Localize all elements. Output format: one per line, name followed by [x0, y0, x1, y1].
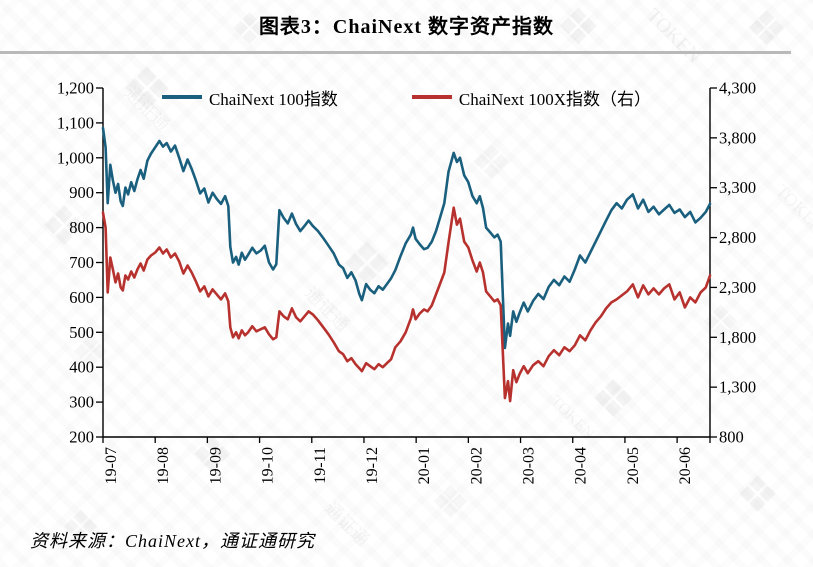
x-axis-tick-label: 19-08	[155, 447, 172, 484]
left-axis-tick-label: 1,100	[57, 113, 94, 132]
left-axis-tick-label: 800	[69, 218, 94, 237]
chainext-100x-line	[101, 206, 712, 403]
x-axis-tick-label: 20-03	[521, 447, 538, 484]
x-axis-tick-label: 19-09	[207, 447, 224, 484]
right-axis-tick-label: 3,800	[719, 128, 756, 147]
x-axis-tick-label: 19-11	[312, 447, 329, 484]
chainext-100-line	[101, 126, 712, 350]
x-axis-tick-label: 19-07	[103, 447, 120, 484]
left-axis-tick-label: 1,000	[57, 148, 94, 167]
right-axis-tick-label: 4,300	[719, 79, 756, 98]
legend-line-swatch-blue	[161, 95, 202, 99]
x-axis-tick-label: 20-02	[468, 447, 485, 484]
legend-line-swatch-red	[411, 95, 452, 99]
x-axis-tick-label: 20-05	[625, 447, 642, 484]
right-axis-tick-label: 800	[719, 428, 744, 447]
right-axis-tick-label: 1,300	[719, 378, 756, 397]
legend-entry-chainext-100x: ChaiNext 100X指数（右）	[411, 85, 652, 110]
left-axis-tick-label: 400	[69, 358, 94, 377]
right-axis-tick-label: 2,300	[719, 278, 756, 297]
left-axis-tick-label: 1,200	[57, 79, 94, 98]
left-axis-tick-label: 700	[69, 253, 94, 272]
x-axis-tick-label: 19-10	[260, 447, 277, 484]
left-axis-tick-label: 500	[69, 323, 94, 342]
line-chart-plot: 200 300 400 500 600 700 800 900 1,000 1,100 1,200 8…	[57, 79, 756, 485]
x-axis-tick-label: 20-06	[677, 447, 694, 484]
right-axis-tick-label: 2,800	[719, 228, 756, 247]
legend-label: ChaiNext 100X指数（右）	[458, 89, 652, 109]
page-title: 图表3：ChaiNext 数字资产指数	[258, 16, 555, 38]
left-axis-tick-label: 600	[69, 288, 94, 307]
source-note: 资料来源：ChaiNext，通证通研究	[30, 531, 315, 551]
x-axis-tick-label: 20-04	[573, 447, 590, 484]
left-axis-tick-label: 300	[69, 393, 94, 412]
left-axis-tick-label: 200	[69, 428, 94, 447]
chart-legend: ChaiNext 100指数 ChaiNext 100X指数（右）	[103, 85, 710, 110]
header-divider	[0, 51, 791, 54]
left-axis-tick-label: 900	[69, 183, 94, 202]
legend-label: ChaiNext 100指数	[208, 89, 338, 109]
legend-entry-chainext-100: ChaiNext 100指数	[161, 85, 338, 110]
right-axis-tick-label: 1,800	[719, 328, 756, 347]
right-axis-tick-label: 3,300	[719, 178, 756, 197]
x-axis-tick-label: 20-01	[416, 447, 433, 484]
x-axis-tick-label: 19-12	[364, 447, 381, 484]
